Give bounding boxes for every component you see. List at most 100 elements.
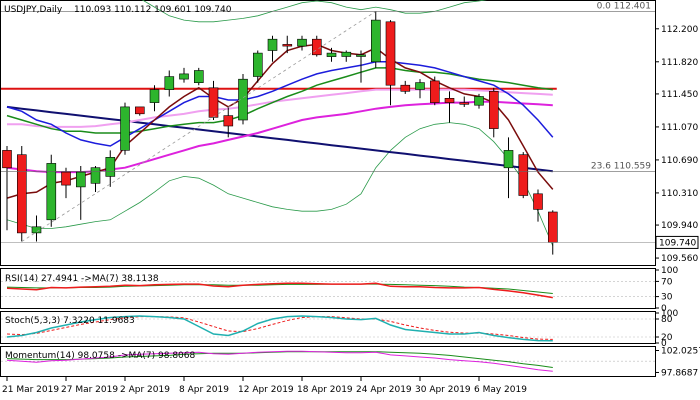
bollinger-lower-line (6, 122, 554, 247)
candle-body (311, 38, 322, 56)
pane-axis-label: 0 (661, 339, 667, 349)
pane-axis-label: 100 (661, 309, 678, 319)
pane-axis-label: 70 (661, 277, 673, 287)
price-axis-label: 109.940 (661, 221, 698, 231)
stoch-main-line (6, 315, 553, 342)
candle-body (326, 52, 337, 57)
candle-body (429, 80, 440, 103)
time-axis-label: 21 Mar 2019 (2, 385, 59, 395)
pane-axis-label: 0 (661, 304, 667, 314)
fib-level-label: 0.0 112.401 (597, 1, 651, 11)
price-axis: 112.200 111.820 111.450 111.070 110.690 110.3… (1, 25, 699, 264)
last-price-box (655, 235, 699, 249)
stoch-label: Stoch(5,3,3) 7.3220 11.9683 (5, 316, 135, 326)
price-axis-label: 109.560 (661, 254, 698, 264)
time-axis-label: 6 May 2019 (474, 385, 527, 395)
rsi-pane-frame (0, 268, 656, 309)
candle-body (533, 193, 543, 210)
time-axis-label: 30 Apr 2019 (415, 385, 471, 395)
momentum-pane-frame (0, 346, 656, 377)
pane-axis-label: 80 (661, 315, 673, 325)
candle-body (400, 84, 411, 92)
candle-body (31, 226, 42, 234)
time-axis-label: 27 Mar 2019 (61, 385, 118, 395)
candle-body (370, 19, 381, 63)
time-axis-label: 2 Apr 2019 (120, 385, 170, 395)
pane-axis-label: 30 (661, 293, 673, 303)
candle-body (474, 96, 484, 106)
rsi-label: RSI(14) 27.4941 ->MA(7) 38.1138 (5, 274, 159, 284)
chart-symbol-label: USDJPY,Daily (4, 5, 63, 15)
candle-body (90, 167, 101, 184)
last-price-label: 109.740 (659, 238, 696, 248)
ema-darkred-line (6, 43, 554, 199)
candle-body (105, 157, 116, 177)
time-axis-label: 24 Apr 2019 (356, 385, 412, 395)
sma-long-navy-line (6, 105, 553, 173)
pane-axis-label: 97.8687 (661, 368, 698, 378)
fibonacci-levels: 0.0 112.401 23.6 110.559 (1, 1, 655, 242)
time-axis-label: 8 Apr 2019 (179, 385, 229, 395)
candle-body (238, 78, 248, 121)
rsi-ma-line (6, 283, 553, 294)
momentum-line (6, 350, 553, 372)
ema-blue-line (6, 61, 554, 147)
candle-body (16, 154, 27, 234)
candle-body (488, 91, 499, 129)
bollinger-bands (6, 0, 554, 247)
time-axis: 21 Mar 2019 27 Mar 2019 2 Apr 2019 8 Apr 20… (2, 376, 527, 395)
momentum-label: Momentum(14) 98.0758 ->MA(7) 98.8068 (5, 351, 196, 361)
time-axis-label: 18 Apr 2019 (297, 385, 353, 395)
fib-level-label: 23.6 110.559 (591, 161, 651, 171)
pane-axis-label: 20 (661, 333, 673, 343)
candle-body (164, 76, 175, 90)
candle-body (46, 163, 57, 221)
candle-body (385, 21, 396, 86)
candle-body (253, 52, 263, 77)
candles (2, 11, 558, 255)
candle-body (444, 98, 455, 103)
momentum-pane: 102.0257 97.8687 (1, 347, 700, 378)
candle-body (459, 102, 470, 105)
fib-trend-line (21, 11, 376, 242)
candle-body (76, 171, 86, 188)
candle-body (282, 44, 293, 47)
stoch-signal-line (6, 316, 553, 340)
price-pane-frame (0, 0, 656, 266)
candle-body (223, 115, 234, 127)
candle-body (297, 38, 307, 47)
candle-body (2, 150, 12, 169)
candle-body (149, 89, 160, 103)
price-axis-label: 111.820 (661, 58, 698, 68)
candle-body (267, 38, 278, 51)
pane-axis-label: 102.0257 (661, 347, 700, 357)
candle-body (194, 70, 204, 83)
bollinger-upper-line (141, 0, 488, 23)
candle-body (547, 211, 558, 243)
pane-frames (0, 0, 656, 377)
price-axis-label: 110.310 (661, 189, 698, 199)
candle-body (415, 82, 425, 90)
candle-body (61, 171, 71, 186)
price-axis-label: 111.070 (661, 123, 698, 133)
stoch-pane-frame (0, 311, 656, 344)
price-axis-label: 112.200 (661, 25, 698, 35)
candle-body (120, 106, 130, 151)
candle-body (179, 73, 189, 80)
candle-body (503, 150, 514, 169)
candle-body (518, 154, 529, 196)
candle-body (208, 87, 219, 118)
time-axis-label: 12 Apr 2019 (238, 385, 294, 395)
candle-body (356, 54, 366, 57)
chart-ohlc-label: 110.093 110.112 109.601 109.740 (74, 5, 232, 15)
candle-body (341, 51, 352, 57)
rsi-line (6, 282, 553, 299)
pane-axis-label: 100 (661, 266, 678, 276)
sma-pink-line (7, 88, 553, 128)
price-axis-label: 110.690 (661, 156, 698, 166)
candle-body (135, 106, 145, 115)
price-axis-label: 111.450 (661, 90, 698, 100)
